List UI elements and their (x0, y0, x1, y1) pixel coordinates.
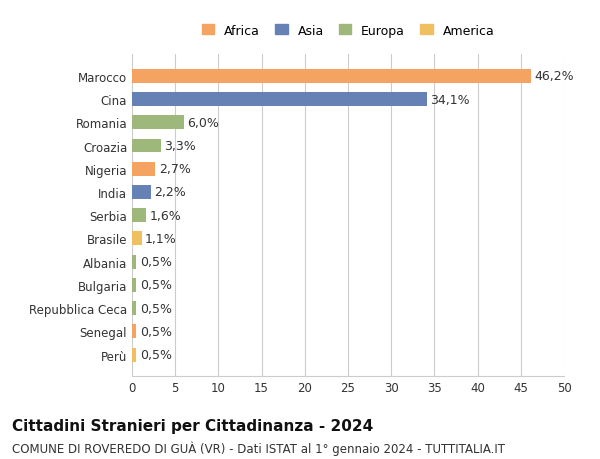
Bar (132, 278, 136, 292)
Bar (132, 325, 136, 339)
Bar (132, 116, 184, 130)
Text: 34,1%: 34,1% (430, 93, 470, 106)
Text: 0,5%: 0,5% (140, 256, 172, 269)
Text: 6,0%: 6,0% (187, 117, 219, 129)
Legend: Africa, Asia, Europa, America: Africa, Asia, Europa, America (197, 20, 499, 43)
Text: 0,5%: 0,5% (140, 279, 172, 292)
Text: 3,3%: 3,3% (164, 140, 196, 153)
Text: 0,5%: 0,5% (140, 325, 172, 338)
Text: COMUNE DI ROVEREDO DI GUÀ (VR) - Dati ISTAT al 1° gennaio 2024 - TUTTITALIA.IT: COMUNE DI ROVEREDO DI GUÀ (VR) - Dati IS… (12, 441, 505, 455)
Text: 1,6%: 1,6% (149, 209, 181, 222)
Bar (132, 232, 142, 246)
Bar (132, 302, 136, 315)
Text: 0,5%: 0,5% (140, 348, 172, 361)
Text: 46,2%: 46,2% (535, 70, 574, 83)
Bar (132, 70, 531, 84)
Bar (132, 348, 136, 362)
Text: 1,1%: 1,1% (145, 232, 177, 246)
Bar (132, 139, 161, 153)
Text: Cittadini Stranieri per Cittadinanza - 2024: Cittadini Stranieri per Cittadinanza - 2… (12, 418, 373, 433)
Text: 2,2%: 2,2% (154, 186, 186, 199)
Bar (132, 93, 427, 107)
Text: 2,7%: 2,7% (159, 163, 191, 176)
Bar (132, 255, 136, 269)
Bar (132, 185, 151, 200)
Bar (132, 162, 155, 176)
Text: 0,5%: 0,5% (140, 302, 172, 315)
Bar (132, 209, 146, 223)
